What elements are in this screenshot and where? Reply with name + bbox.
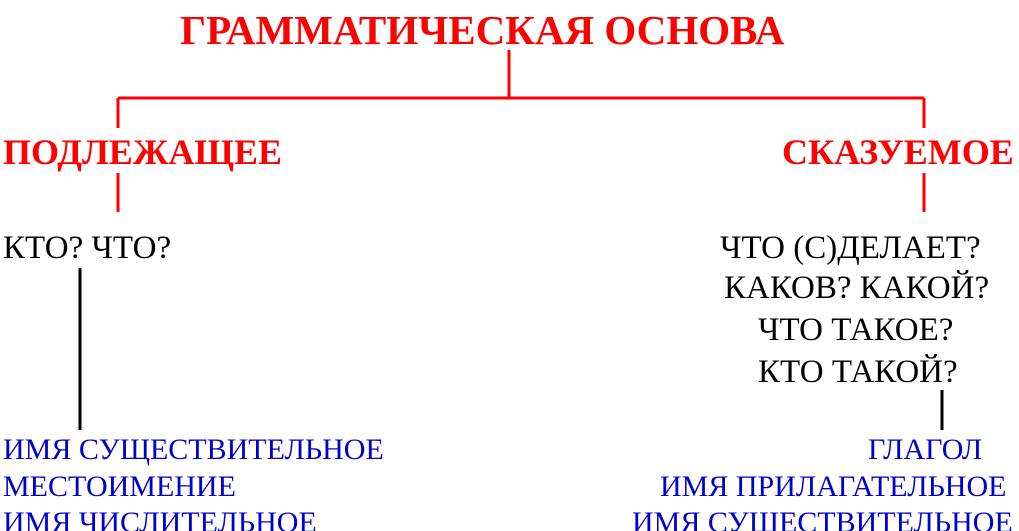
predicate-question-1: ЧТО (С)ДЕЛАЕТ? [720,232,981,265]
subject-part-noun: ИМЯ СУЩЕСТВИТЕЛЬНОЕ [3,435,384,465]
subject-question: КТО? ЧТО? [3,232,171,265]
subject-part-pronoun: МЕСТОИМЕНИЕ [3,472,236,502]
diagram-title: ГРАММАТИЧЕСКАЯ ОСНОВА [180,10,785,51]
diagram-stage: ГРАММАТИЧЕСКАЯ ОСНОВА ПОДЛЕЖАЩЕЕ КТО? ЧТ… [0,0,1019,531]
predicate-part-noun: ИМЯ СУЩЕСТВИТЕЛЬНОЕ [632,508,1013,531]
predicate-question-2: КАКОВ? КАКОЙ? [724,272,989,305]
predicate-question-3: ЧТО ТАКОЕ? [758,314,953,347]
predicate-part-verb: ГЛАГОЛ [868,435,982,465]
subject-label: ПОДЛЕЖАЩЕЕ [3,134,282,170]
predicate-question-4: КТО ТАКОЙ? [758,356,958,389]
predicate-part-adjective: ИМЯ ПРИЛАГАТЕЛЬНОЕ [660,472,1006,502]
subject-part-numeral: ИМЯ ЧИСЛИТЕЛЬНОЕ [3,508,317,531]
predicate-label: СКАЗУЕМОЕ [782,134,1014,170]
